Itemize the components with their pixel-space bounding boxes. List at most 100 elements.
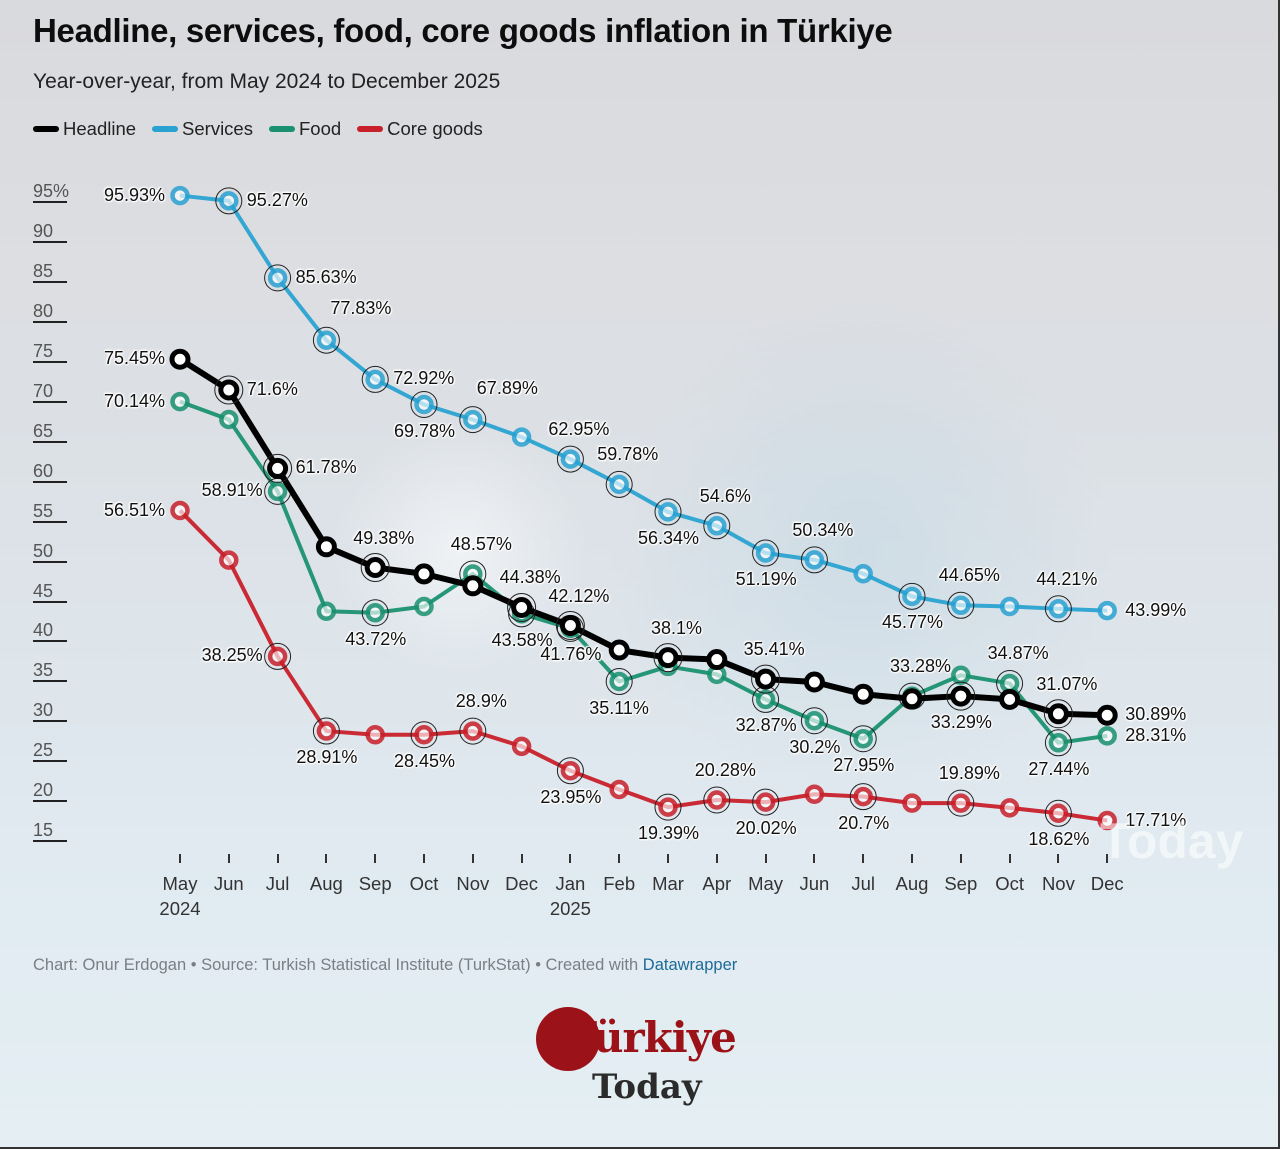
data-point-marker[interactable] (1047, 703, 1069, 725)
data-label: 59.78% (597, 444, 659, 465)
data-point-marker[interactable] (755, 543, 776, 563)
data-point-marker[interactable] (414, 596, 434, 617)
data-point-marker[interactable] (755, 792, 776, 812)
data-point-marker[interactable] (170, 500, 190, 521)
data-point-marker[interactable] (803, 671, 825, 693)
data-point-marker[interactable] (999, 688, 1021, 710)
data-point-marker[interactable] (951, 793, 971, 813)
data-label: 38.1% (651, 617, 703, 638)
data-point-marker[interactable] (511, 427, 532, 447)
data-point-marker[interactable] (560, 760, 581, 781)
data-point-marker[interactable] (170, 391, 190, 412)
data-point-marker[interactable] (657, 647, 679, 669)
data-point-marker[interactable] (316, 721, 337, 741)
data-point-marker[interactable] (1048, 803, 1069, 824)
data-point-marker[interactable] (170, 185, 190, 206)
data-point-marker[interactable] (804, 784, 825, 805)
data-point-marker[interactable] (1048, 599, 1069, 619)
data-point-marker[interactable] (999, 798, 1020, 818)
legend-item-food: Food (268, 118, 341, 140)
data-point-marker[interactable] (315, 536, 337, 558)
data-point-marker[interactable] (609, 474, 629, 495)
y-tick-label: 70 (33, 381, 67, 403)
data-label: 70.14% (104, 390, 166, 411)
y-tick-label: 80 (33, 301, 67, 323)
data-point-marker[interactable] (267, 481, 288, 502)
data-point-marker[interactable] (804, 550, 825, 570)
data-label: 51.19% (735, 569, 797, 590)
data-point-marker[interactable] (950, 685, 972, 707)
data-point-marker[interactable] (707, 516, 727, 536)
data-point-marker[interactable] (559, 615, 581, 637)
data-point-marker[interactable] (169, 348, 191, 370)
data-point-marker[interactable] (609, 671, 629, 692)
data-point-marker[interactable] (463, 721, 483, 741)
data-point-marker[interactable] (755, 668, 777, 690)
data-label: 71.6% (246, 378, 298, 399)
data-point-marker[interactable] (853, 786, 873, 807)
data-point-marker[interactable] (853, 563, 873, 584)
data-point-marker[interactable] (999, 673, 1020, 694)
data-point-marker[interactable] (267, 268, 288, 288)
data-point-marker[interactable] (365, 369, 385, 390)
data-point-marker[interactable] (706, 649, 728, 671)
data-point-marker[interactable] (1048, 733, 1069, 753)
data-label: 50.34% (792, 519, 854, 540)
data-point-marker[interactable] (511, 596, 533, 618)
data-point-marker[interactable] (219, 191, 239, 211)
data-point-marker[interactable] (219, 409, 239, 430)
data-point-marker[interactable] (951, 665, 971, 685)
x-tick-label: Dec (505, 873, 539, 894)
data-point-marker[interactable] (414, 724, 434, 745)
data-point-marker[interactable] (316, 330, 337, 350)
data-point-marker[interactable] (1097, 810, 1117, 831)
x-tick (276, 854, 279, 863)
highlight-ring-icon (312, 326, 340, 354)
data-point-marker[interactable] (609, 779, 629, 800)
data-point-marker[interactable] (902, 793, 922, 813)
data-point-marker[interactable] (951, 595, 971, 616)
data-point-marker[interactable] (902, 586, 922, 607)
data-point-marker[interactable] (804, 711, 825, 731)
highlight-ring-icon (800, 707, 828, 735)
x-tick (520, 854, 523, 863)
y-tick-label: 85 (33, 261, 67, 283)
data-point-marker[interactable] (560, 449, 581, 469)
data-point-marker[interactable] (658, 502, 678, 522)
data-label: 44.38% (499, 567, 561, 588)
datawrapper-link[interactable]: Datawrapper (642, 956, 738, 974)
data-point-marker[interactable] (901, 688, 923, 710)
data-point-marker[interactable] (463, 409, 483, 430)
data-point-marker[interactable] (853, 728, 873, 749)
y-tick-label: 50 (33, 541, 67, 563)
data-point-marker[interactable] (218, 379, 240, 401)
data-label: 48.57% (450, 533, 512, 554)
data-point-marker[interactable] (219, 550, 239, 570)
data-point-marker[interactable] (1097, 600, 1117, 621)
logo-brand-line2: Today (592, 1067, 702, 1107)
data-point-marker[interactable] (707, 790, 727, 810)
data-point-marker[interactable] (511, 736, 532, 757)
data-point-marker[interactable] (364, 557, 386, 579)
data-point-marker[interactable] (608, 639, 630, 661)
x-tick (471, 854, 474, 863)
data-point-marker[interactable] (1096, 704, 1118, 726)
data-point-marker[interactable] (267, 646, 288, 667)
data-point-marker[interactable] (852, 683, 874, 705)
data-point-marker[interactable] (365, 724, 385, 745)
data-point-marker[interactable] (365, 602, 385, 623)
x-tick-label: Aug (895, 873, 929, 894)
data-label: 45.77% (882, 612, 944, 633)
data-point-marker[interactable] (316, 601, 337, 622)
data-point-marker[interactable] (999, 596, 1020, 617)
data-point-marker[interactable] (755, 689, 776, 710)
data-point-marker[interactable] (267, 457, 289, 479)
data-point-marker[interactable] (462, 575, 484, 597)
data-point-marker[interactable] (414, 394, 434, 415)
highlight-ring-icon (946, 681, 976, 711)
food-swatch-icon (268, 126, 295, 132)
data-point-marker[interactable] (658, 797, 678, 817)
data-point-marker[interactable] (413, 563, 435, 585)
data-label: 62.95% (548, 419, 610, 440)
data-point-marker[interactable] (1097, 726, 1117, 746)
